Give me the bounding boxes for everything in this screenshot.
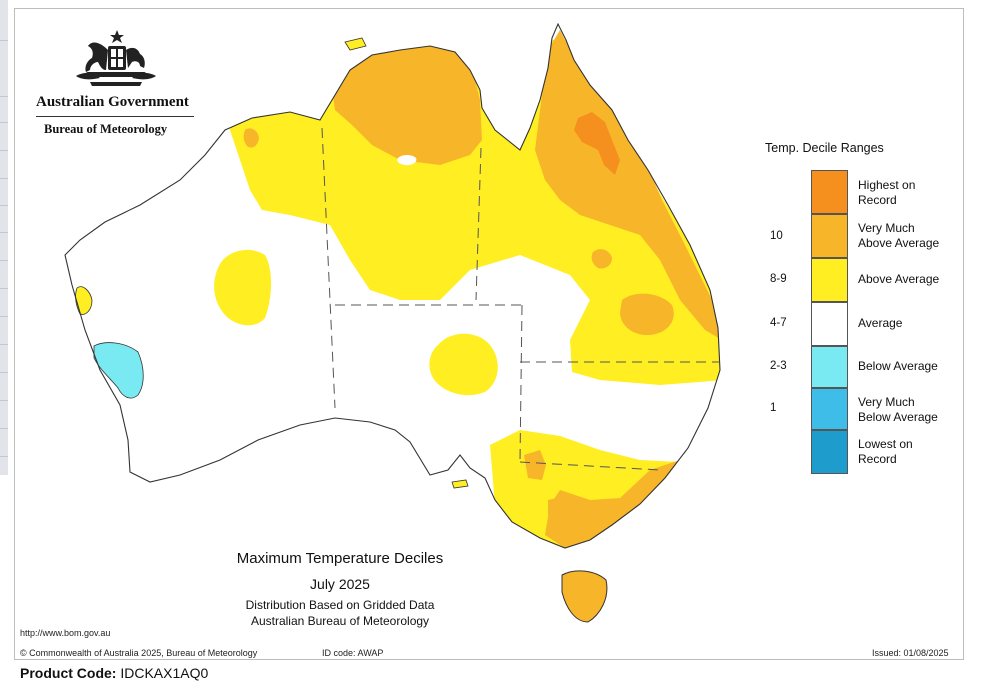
legend-swatch-lowest <box>811 430 848 474</box>
legend-swatch-very-much-above <box>811 214 848 258</box>
bom-url: http://www.bom.gov.au <box>20 628 111 638</box>
map-method: Distribution Based on Gridded Data <box>245 598 435 612</box>
map-period: July 2025 <box>310 576 370 592</box>
legend-label-above: Above Average <box>858 272 940 286</box>
legend-label-highest: Highest on Record <box>858 178 916 207</box>
legend-swatch-above <box>811 258 848 302</box>
legend-title: Temp. Decile Ranges <box>765 141 884 155</box>
background-window-strip <box>0 0 8 475</box>
legend-label-very-much-above: Very Much Above Average <box>858 221 940 250</box>
legend-label-very-much-below: Very Much Below Average <box>858 395 938 424</box>
id-code: ID code: AWAP <box>322 648 384 658</box>
product-code-label: Product Code: <box>20 665 117 681</box>
map-source: Australian Bureau of Meteorology <box>250 614 430 628</box>
legend-swatch-below <box>811 346 848 388</box>
copyright-text: © Commonwealth of Australia 2025, Bureau… <box>20 648 258 658</box>
coat-of-arms-icon <box>76 30 156 86</box>
legend-swatch-very-much-below <box>811 388 848 430</box>
legend-code-below: 2-3 <box>770 360 787 372</box>
legend-label-lowest: Lowest on Record <box>858 437 913 466</box>
legend-code-above: 8-9 <box>770 273 787 285</box>
gov-divider <box>36 116 194 117</box>
product-code: Product Code: IDCKAX1AQ0 <box>20 665 208 681</box>
gov-subtitle: Bureau of Meteorology <box>44 122 168 136</box>
legend-label-below: Below Average <box>858 359 938 373</box>
legend-code-very-much-below: 1 <box>770 402 777 414</box>
legend-swatch-average <box>811 302 848 346</box>
legend-code-very-much-above: 10 <box>770 230 783 242</box>
issued-date: Issued: 01/08/2025 <box>872 648 949 658</box>
gov-title: Australian Government <box>36 94 189 110</box>
product-code-value: IDCKAX1AQ0 <box>120 665 209 681</box>
legend-code-average: 4-7 <box>770 317 787 329</box>
legend-swatch-highest <box>811 170 848 214</box>
map-title: Maximum Temperature Deciles <box>236 550 444 567</box>
legend-label-average: Average <box>858 316 903 330</box>
